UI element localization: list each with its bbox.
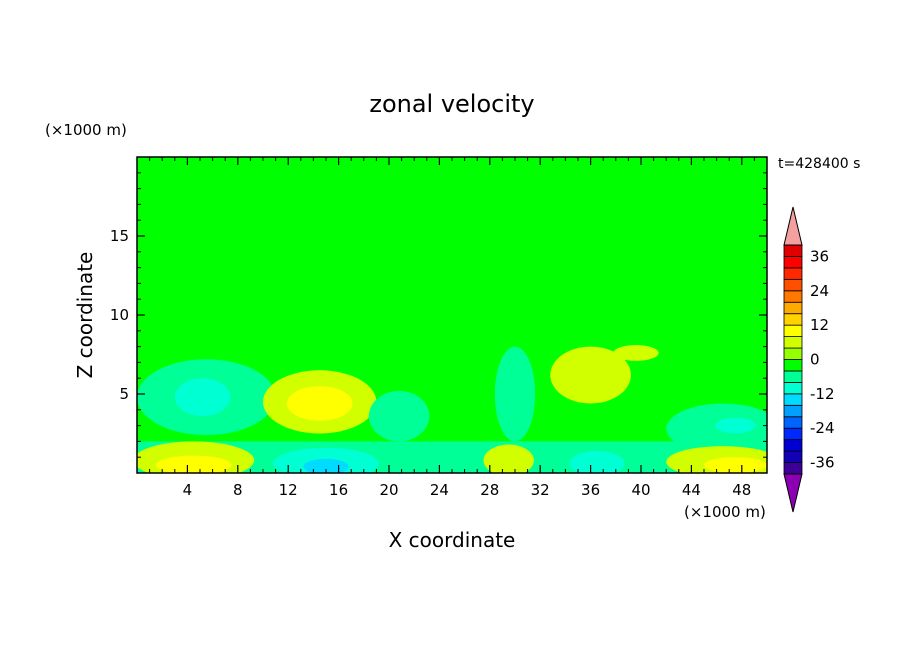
- colorbar-swatch-1: [783, 450, 803, 463]
- colorbar-swatch-10: [783, 347, 803, 360]
- x-tick-label-36: 36: [581, 481, 600, 499]
- x-axis-label: X coordinate: [389, 528, 516, 552]
- contour-region-5: [494, 346, 536, 442]
- colorbar-swatch-17: [783, 267, 803, 280]
- x-tick-label-48: 48: [732, 481, 751, 499]
- colorbar-tick-label--36: -36: [810, 454, 835, 472]
- x-tick-label-40: 40: [631, 481, 650, 499]
- contour-region-21: [300, 228, 604, 276]
- contour-region-18: [704, 457, 767, 473]
- contour-region-14: [303, 458, 349, 473]
- contour-region-7: [613, 345, 659, 361]
- contour-region-1: [174, 378, 231, 417]
- colorbar-tick-label-36: 36: [810, 247, 829, 265]
- colorbar-swatch-5: [783, 404, 803, 418]
- colorbar-tick-label--12: -12: [810, 385, 835, 403]
- contour-region-3: [286, 386, 353, 421]
- colorbar-swatch-3: [783, 427, 803, 441]
- x-tick-label-20: 20: [379, 481, 398, 499]
- x-tick-label-28: 28: [480, 481, 499, 499]
- contour-region-8: [666, 403, 767, 455]
- colorbar-tick-label-12: 12: [810, 316, 829, 334]
- x-tick-label-24: 24: [430, 481, 449, 499]
- x-tick-label-12: 12: [279, 481, 298, 499]
- colorbar-under-arrow: [783, 473, 803, 513]
- y-tick-label-15: 15: [110, 227, 129, 245]
- colorbar-swatch-12: [783, 324, 803, 337]
- x-tick-label-8: 8: [233, 481, 243, 499]
- colorbar-swatch-8: [783, 370, 803, 383]
- y-tick-label-5: 5: [119, 385, 129, 403]
- colorbar-tick-label-24: 24: [810, 282, 829, 300]
- colorbar-swatch-9: [783, 359, 803, 372]
- x-tick-label-44: 44: [682, 481, 701, 499]
- colorbar-swatch-2: [783, 439, 803, 452]
- contour-region-4: [368, 390, 430, 442]
- colorbar-swatch-7: [783, 381, 803, 395]
- time-label: t=428400 s: [778, 156, 860, 172]
- colorbar-swatch-14: [783, 301, 803, 315]
- colorbar-swatch-13: [783, 313, 803, 326]
- y-axis-unit: (×1000 m): [45, 121, 127, 139]
- x-tick-label-16: 16: [329, 481, 348, 499]
- colorbar-tick-label--24: -24: [810, 419, 835, 437]
- y-axis-label: Z coordinate: [73, 252, 97, 379]
- colorbar-tick-label-0: 0: [810, 351, 820, 369]
- colorbar-swatch-18: [783, 256, 803, 269]
- contour-region-23: [137, 307, 339, 355]
- colorbar: 36 24 12 0 -12 -24 -36: [783, 206, 835, 513]
- contour-region-9: [715, 417, 756, 434]
- y-tick-label-10: 10: [110, 306, 129, 324]
- colorbar-swatch-19: [783, 244, 803, 257]
- x-tick-label-32: 32: [531, 481, 550, 499]
- contour-region-19: [137, 172, 301, 236]
- x-tick-label-4: 4: [183, 481, 193, 499]
- contour-region-25: [704, 315, 767, 347]
- contour-region-12: [155, 455, 232, 473]
- colorbar-swatch-4: [783, 416, 803, 429]
- contour-region-6: [550, 346, 631, 404]
- contour-region-24: [672, 204, 767, 268]
- chart-title: zonal velocity: [369, 90, 534, 118]
- colorbar-swatch-16: [783, 278, 803, 292]
- colorbar-swatch-11: [783, 336, 803, 349]
- colorbar-over-arrow: [783, 206, 803, 246]
- contour-fields: [137, 172, 767, 473]
- contour-region-16: [569, 450, 625, 473]
- colorbar-swatch-0: [783, 462, 803, 475]
- colorbar-swatch-6: [783, 393, 803, 406]
- x-axis-unit: (×1000 m): [684, 503, 766, 521]
- contour-region-15: [483, 444, 534, 473]
- colorbar-swatch-15: [783, 290, 803, 303]
